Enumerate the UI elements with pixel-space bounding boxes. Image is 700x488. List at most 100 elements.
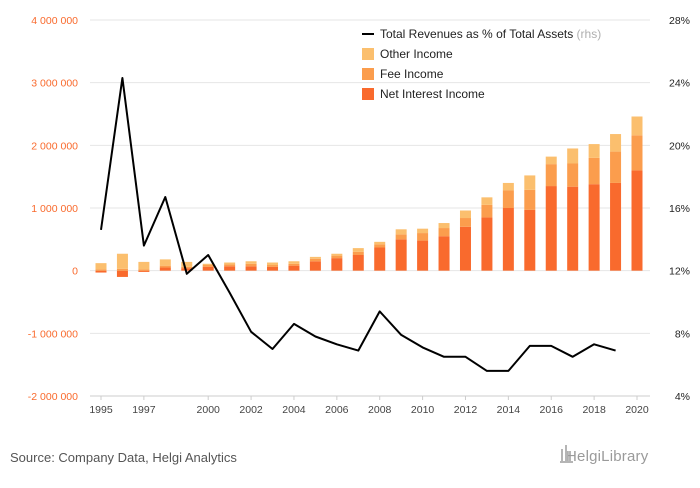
bar-net-interest-income xyxy=(288,266,299,271)
bar-other-income xyxy=(546,157,557,165)
x-tick-label: 1997 xyxy=(132,404,156,416)
bar-fee-income xyxy=(160,266,171,268)
y-left-tick-label: 3 000 000 xyxy=(31,78,78,90)
bar-other-income xyxy=(567,148,578,163)
brand-name: HelgiLibrary xyxy=(566,448,648,465)
legend-label-suffix: (rhs) xyxy=(573,27,601,41)
y-left-tick-label: 2 000 000 xyxy=(31,140,78,152)
x-tick-label: 2000 xyxy=(197,404,221,416)
bar-fee-income xyxy=(117,269,128,271)
bar-other-income xyxy=(310,257,321,259)
legend-swatch xyxy=(362,48,374,60)
legend: Total Revenues as % of Total Assets (rhs… xyxy=(362,27,601,101)
bar-other-income xyxy=(203,264,214,265)
bar-net-interest-income xyxy=(632,170,643,270)
bar-other-income xyxy=(503,183,514,191)
bar-net-interest-income xyxy=(439,236,450,270)
y-right-tick-label: 16% xyxy=(669,203,690,215)
legend-label: Net Interest Income xyxy=(380,87,485,101)
bar-net-interest-income xyxy=(481,217,492,270)
y-left-tick-label: -1 000 000 xyxy=(28,328,78,340)
x-tick-label: 2008 xyxy=(368,404,392,416)
bar-other-income xyxy=(353,248,364,252)
line-total-revenues-pct-assets xyxy=(101,78,616,371)
bar-other-income xyxy=(246,261,257,264)
bar-net-interest-income xyxy=(138,271,149,272)
bar-net-interest-income xyxy=(224,266,235,270)
source-note: Source: Company Data, Helgi Analytics xyxy=(10,450,237,465)
bar-fee-income xyxy=(96,269,107,270)
bar-other-income xyxy=(160,259,171,265)
bar-net-interest-income xyxy=(460,227,471,271)
x-tick-label: 2004 xyxy=(282,404,306,416)
bar-fee-income xyxy=(224,264,235,266)
x-tick-label: 2014 xyxy=(497,404,521,416)
bar-fee-income xyxy=(417,233,428,241)
x-tick-label: 2002 xyxy=(239,404,263,416)
bar-fee-income xyxy=(353,252,364,255)
bar-net-interest-income xyxy=(567,187,578,271)
bar-layer xyxy=(96,117,643,277)
bar-net-interest-income xyxy=(353,255,364,271)
x-tick-label: 2010 xyxy=(411,404,435,416)
bar-net-interest-income xyxy=(524,210,535,271)
y-right-tick-label: 20% xyxy=(669,140,690,152)
y-left-tick-label: -2 000 000 xyxy=(28,391,78,403)
bar-net-interest-income xyxy=(374,247,385,270)
x-tick-label: 1995 xyxy=(89,404,113,416)
chart-svg: -2 000 000 -1 000 000 0 1 000 000 2 000 000 3… xyxy=(0,0,700,483)
bar-other-income xyxy=(610,134,621,152)
bar-other-income xyxy=(267,263,278,266)
bar-net-interest-income xyxy=(310,261,321,270)
y-right-tick-label: 28% xyxy=(669,15,690,27)
bar-fee-income xyxy=(203,265,214,267)
bar-net-interest-income xyxy=(396,239,407,270)
bar-net-interest-income xyxy=(417,241,428,271)
bar-net-interest-income xyxy=(546,186,557,271)
x-tick-label: 2012 xyxy=(454,404,478,416)
bar-fee-income xyxy=(481,205,492,218)
bar-net-interest-income xyxy=(331,258,342,271)
bar-fee-income xyxy=(310,259,321,262)
y-left-tick-label: 1 000 000 xyxy=(31,203,78,215)
bar-other-income xyxy=(396,229,407,234)
y-right-tick-label: 12% xyxy=(669,266,690,278)
legend-label: Total Revenues as % of Total Assets (rhs… xyxy=(380,27,601,41)
bar-net-interest-income xyxy=(610,183,621,271)
chart: -2 000 000 -1 000 000 0 1 000 000 2 000 000 3… xyxy=(0,0,700,483)
y-left-tick-label: 0 xyxy=(72,266,78,278)
bar-fee-income xyxy=(524,190,535,210)
bar-net-interest-income xyxy=(589,184,600,270)
bar-fee-income xyxy=(288,264,299,266)
x-tick-label: 2018 xyxy=(582,404,606,416)
legend-swatch xyxy=(362,88,374,100)
bar-net-interest-income xyxy=(267,267,278,271)
bar-other-income xyxy=(96,263,107,269)
x-tick-label: 2006 xyxy=(325,404,349,416)
bar-other-income xyxy=(331,254,342,256)
bar-fee-income xyxy=(138,269,149,270)
y-left-tick-label: 4 000 000 xyxy=(31,15,78,27)
bar-other-income xyxy=(481,197,492,205)
bar-other-income xyxy=(589,144,600,158)
bar-fee-income xyxy=(396,234,407,239)
x-tick-label: 2016 xyxy=(540,404,564,416)
bar-other-income xyxy=(632,117,643,136)
y-right-tick-label: 8% xyxy=(675,328,690,340)
bar-net-interest-income xyxy=(117,271,128,277)
bar-other-income xyxy=(374,242,385,245)
bar-net-interest-income xyxy=(96,271,107,273)
bar-fee-income xyxy=(589,158,600,184)
bar-other-income xyxy=(117,254,128,269)
bar-fee-income xyxy=(460,218,471,227)
bar-other-income xyxy=(439,223,450,228)
bar-fee-income xyxy=(181,267,192,268)
bar-other-income xyxy=(138,262,149,270)
legend-label: Other Income xyxy=(380,47,453,61)
bar-net-interest-income xyxy=(203,267,214,271)
bar-fee-income xyxy=(567,164,578,187)
bar-fee-income xyxy=(267,265,278,267)
bar-net-interest-income xyxy=(246,266,257,270)
y-right-tick-label: 24% xyxy=(669,78,690,90)
bar-other-income xyxy=(460,211,471,219)
